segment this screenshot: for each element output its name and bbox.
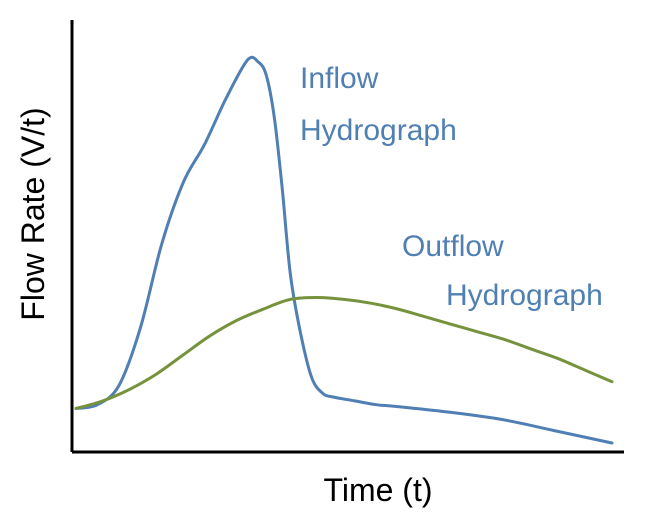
series-line-inflow [74,55,614,445]
series-line-outflow [74,296,614,410]
series-label-line: Inflow [300,62,379,95]
series-label-line: Hydrograph [446,279,603,312]
series-label-inflow: Inflow Hydrograph [300,62,457,147]
series-label-outflow: Outflow Hydrograph [402,230,603,312]
series-layer [74,55,614,445]
y-axis-label: Flow Rate (V/t) [15,107,51,320]
series-label-line: Outflow [402,230,504,263]
series-label-line: Hydrograph [300,114,457,147]
x-axis-label: Time (t) [323,472,432,508]
